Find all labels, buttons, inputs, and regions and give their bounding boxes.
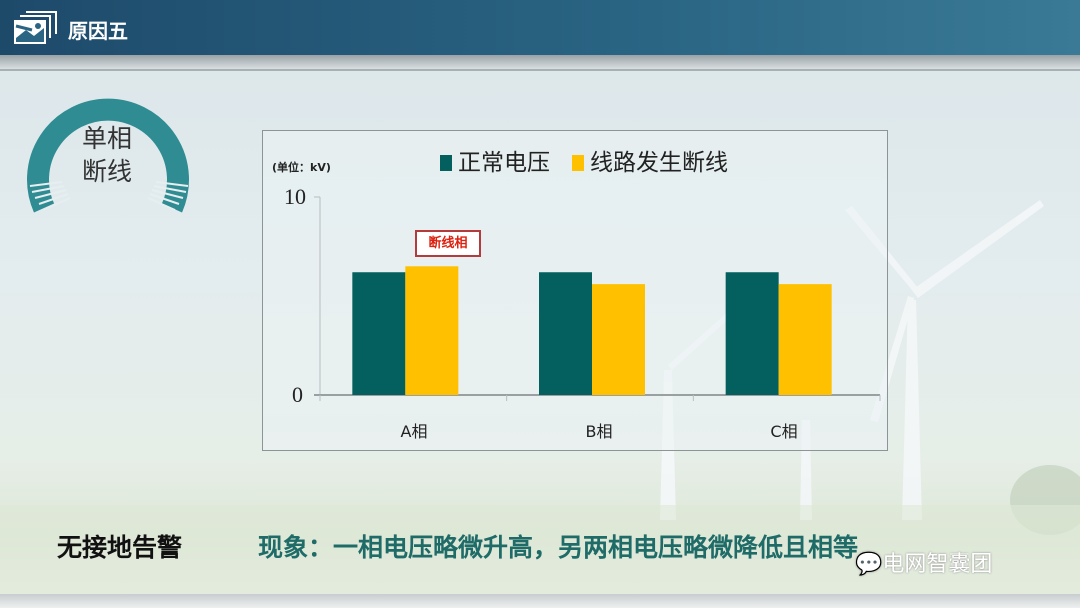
- bar-normal-C相: [725, 272, 779, 395]
- legend-swatch: [440, 155, 452, 171]
- watermark: 💬电网智囊团: [855, 546, 992, 578]
- header-divider: [0, 55, 1080, 69]
- topic-badge: 单相 断线: [62, 122, 152, 188]
- watermark-text: 电网智囊团: [882, 552, 993, 577]
- broken-phase-annotation: 断线相: [415, 230, 481, 257]
- wechat-icon: 💬: [855, 552, 883, 577]
- legend-item: 正常电压: [440, 143, 550, 177]
- y-tick-label: 10: [284, 184, 306, 209]
- badge-line-1: 单相: [81, 124, 132, 153]
- phenomenon-description: 现象：一相电压略微升高，另两相电压略微降低且相等: [258, 533, 859, 562]
- x-tick-label: C相: [770, 422, 798, 441]
- legend-label: 线路发生断线: [590, 150, 728, 176]
- footer-band: [0, 594, 1080, 608]
- header-divider-line: [0, 69, 1080, 71]
- x-tick-label: B相: [585, 422, 613, 441]
- legend-label: 正常电压: [458, 150, 550, 176]
- page-title: 原因五: [68, 19, 128, 43]
- bar-normal-A相: [352, 272, 406, 395]
- alarm-label: 无接地告警: [57, 533, 183, 562]
- x-tick-label: A相: [400, 422, 428, 441]
- bar-normal-B相: [539, 272, 592, 395]
- bar-broken-C相: [778, 284, 832, 395]
- chart-legend: 正常电压 线路发生断线: [440, 143, 728, 177]
- bar-broken-A相: [405, 266, 459, 395]
- picture-frame-icon: [14, 11, 57, 44]
- unit-label: (单位：kV): [272, 161, 331, 174]
- progress-ring: [27, 98, 189, 213]
- legend-item: 线路发生断线: [572, 143, 728, 177]
- badge-line-2: 断线: [81, 157, 132, 186]
- legend-swatch: [572, 155, 584, 171]
- y-tick-label: 0: [292, 382, 303, 407]
- bar-broken-B相: [592, 284, 645, 395]
- header-bar: 原因五: [0, 0, 1080, 55]
